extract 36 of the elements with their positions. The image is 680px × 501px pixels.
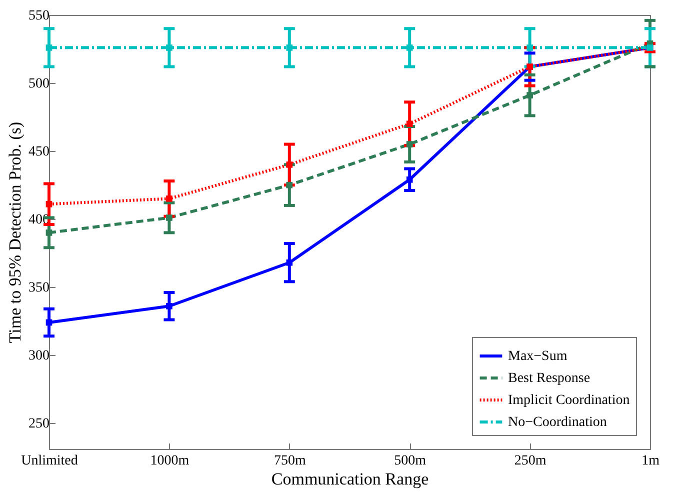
y-tick-label: 500 (28, 76, 50, 92)
y-tick-label: 300 (28, 348, 50, 364)
y-axis-title: Time to 95% Detection Prob. (s) (6, 122, 24, 344)
point (286, 161, 293, 168)
point (46, 44, 52, 51)
x-tick-label: 1000m (150, 454, 190, 468)
point (406, 176, 413, 183)
point (526, 44, 533, 51)
point (286, 259, 293, 266)
legend-label: Implicit Coordination (508, 393, 630, 408)
legend-label: Max−Sum (508, 349, 568, 364)
point (406, 120, 413, 128)
point (166, 196, 172, 202)
point (46, 319, 52, 326)
point (46, 200, 52, 208)
point (166, 302, 172, 310)
point (406, 44, 413, 51)
point (286, 182, 293, 188)
point (46, 230, 52, 236)
legend-label: No−Coordination (508, 415, 607, 430)
legend-label: Best Response (508, 371, 590, 386)
point (406, 141, 413, 148)
y-tick-label: 350 (28, 280, 50, 296)
y-tick-label: 250 (28, 416, 50, 432)
point (526, 92, 533, 98)
x-tick-label: Unlimited (21, 454, 78, 468)
point (166, 214, 172, 221)
x-axis-title: Communication Range (271, 470, 429, 488)
x-tick-label: 500m (394, 454, 426, 468)
point (286, 44, 293, 51)
x-tick-label: 1m (642, 454, 660, 468)
point (166, 44, 172, 51)
x-tick-label: 750m (274, 454, 306, 468)
y-tick-label: 450 (28, 144, 50, 160)
y-tick-label: 550 (28, 8, 50, 24)
x-tick-label: 250m (514, 454, 546, 468)
